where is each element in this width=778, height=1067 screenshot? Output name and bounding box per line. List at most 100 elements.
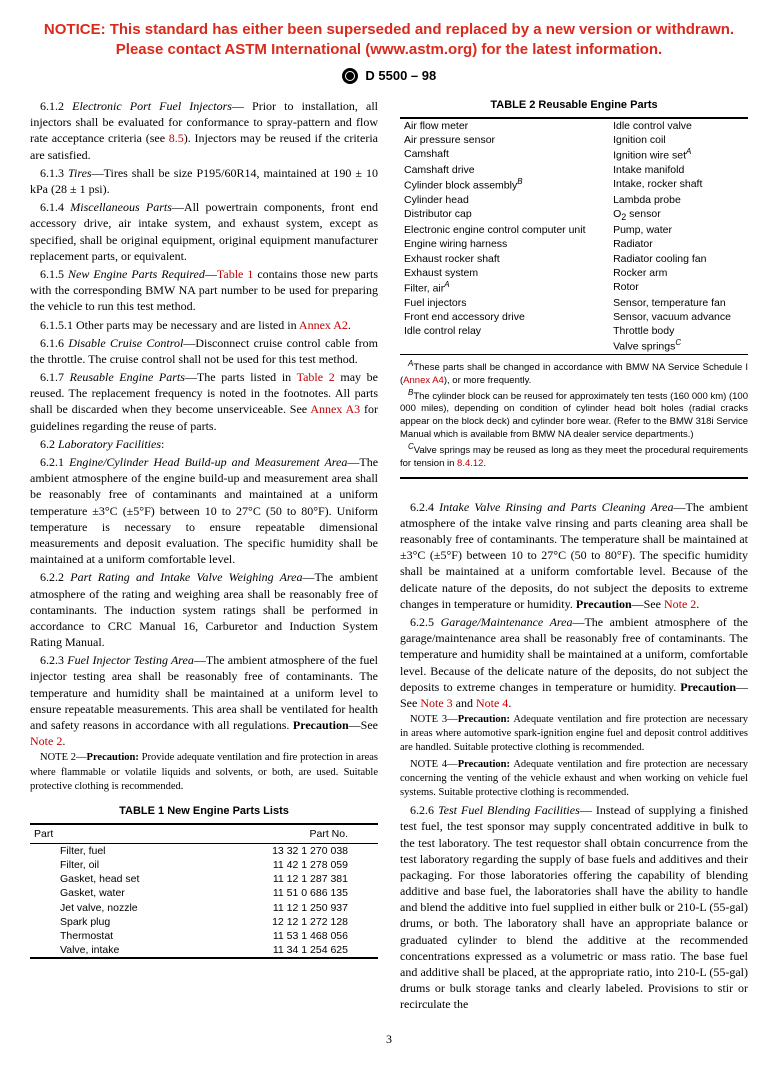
table-cell: Valve springsC xyxy=(609,338,748,354)
table-cell: 11 12 1 250 937 xyxy=(188,901,378,915)
document-header: D 5500 – 98 xyxy=(30,67,748,85)
table-cell: Rotor xyxy=(609,280,748,296)
table-cell: Air flow meter xyxy=(400,118,609,133)
table-cell: Engine wiring harness xyxy=(400,237,609,251)
para-6-2-6: 6.2.6 Test Fuel Blending Facilities— Ins… xyxy=(400,802,748,1012)
table-row: Cylinder block assemblyBIntake, rocker s… xyxy=(400,177,748,193)
table-cell: Rocker arm xyxy=(609,266,748,280)
xref-link[interactable]: Annex A2 xyxy=(299,318,348,332)
table-row: Cylinder headLambda probe xyxy=(400,193,748,207)
table-1-col-part: Part xyxy=(30,824,188,844)
table-1-col-partno: Part No. xyxy=(188,824,378,844)
text: and xyxy=(453,696,476,710)
table-row: Valve, intake11 34 1 254 625 xyxy=(30,943,378,958)
sect-num: 6.2.2 xyxy=(40,570,64,584)
note-title: Precaution: xyxy=(458,714,510,725)
table-cell: 11 34 1 254 625 xyxy=(188,943,378,958)
sect-num: 6.1.2 xyxy=(40,99,64,113)
para-6-2-4: 6.2.4 Intake Valve Rinsing and Parts Cle… xyxy=(400,499,748,612)
table-cell: 13 32 1 270 038 xyxy=(188,843,378,858)
table-row: Thermostat11 53 1 468 056 xyxy=(30,929,378,943)
astm-logo-icon xyxy=(342,68,358,84)
sect-title: Miscellaneous Parts xyxy=(70,200,172,214)
xref-link[interactable]: 8.5 xyxy=(169,131,184,145)
table-cell: Cylinder head xyxy=(400,193,609,207)
notice-banner: NOTICE: This standard has either been su… xyxy=(30,20,748,61)
table-cell: Sensor, temperature fan xyxy=(609,296,748,310)
sect-num: 6.2.4 xyxy=(410,500,434,514)
text: —The parts listed in xyxy=(185,370,297,384)
table-row: Electronic engine control computer unitP… xyxy=(400,223,748,237)
xref-link[interactable]: 8.4.12 xyxy=(457,458,483,469)
note-2: NOTE 2—Precaution: Provide adequate vent… xyxy=(30,751,378,794)
sect-title: Intake Valve Rinsing and Parts Cleaning … xyxy=(439,500,673,514)
xref-link[interactable]: Note 4 xyxy=(476,696,508,710)
table-row: Front end accessory driveSensor, vacuum … xyxy=(400,310,748,324)
sect-num: 6.2.6 xyxy=(410,803,434,817)
text: ), or more frequently. xyxy=(444,375,531,386)
table-cell: Fuel injectors xyxy=(400,296,609,310)
table-cell: Electronic engine control computer unit xyxy=(400,223,609,237)
para-6-2-2: 6.2.2 Part Rating and Intake Valve Weigh… xyxy=(30,569,378,650)
sect-title: Part Rating and Intake Valve Weighing Ar… xyxy=(70,570,302,584)
para-6-2-5: 6.2.5 Garage/Maintenance Area—The ambien… xyxy=(400,614,748,711)
table-cell xyxy=(400,338,609,354)
table-row: CamshaftIgnition wire setA xyxy=(400,147,748,163)
table-cell: Idle control relay xyxy=(400,324,609,338)
sect-num: 6.1.4 xyxy=(40,200,64,214)
precaution-label: Precaution xyxy=(680,680,736,694)
table-cell: Lambda probe xyxy=(609,193,748,207)
table-row: Valve springsC xyxy=(400,338,748,354)
xref-link[interactable]: Annex A4 xyxy=(403,375,444,386)
sect-title: Tires xyxy=(68,166,92,180)
sect-title: New Engine Parts Required xyxy=(68,267,205,281)
xref-link[interactable]: Note 2 xyxy=(30,734,62,748)
text: . xyxy=(508,696,511,710)
para-6-1-2: 6.1.2 Electronic Port Fuel Injectors— Pr… xyxy=(30,98,378,163)
table-row: Exhaust systemRocker arm xyxy=(400,266,748,280)
text: . xyxy=(483,458,486,469)
page-number: 3 xyxy=(30,1031,748,1047)
text: . xyxy=(696,597,699,611)
note-3: NOTE 3—Precaution: Adequate ventilation … xyxy=(400,713,748,756)
sect-title: Engine/Cylinder Head Build-up and Measur… xyxy=(69,455,347,469)
table-cell: 11 12 1 287 381 xyxy=(188,872,378,886)
sect-num: 6.1.3 xyxy=(40,166,64,180)
sect-num: 6.2.3 xyxy=(40,653,64,667)
main-content: 6.1.2 Electronic Port Fuel Injectors— Pr… xyxy=(30,98,748,1013)
note-title: Precaution: xyxy=(87,752,139,763)
notice-line2: Please contact ASTM International (www.a… xyxy=(116,41,662,58)
table-cell: Filter, fuel xyxy=(30,843,188,858)
xref-link[interactable]: Table 1 xyxy=(217,267,253,281)
sect-num: 6.1.7 xyxy=(40,370,64,384)
sect-title: Disable Cruise Control xyxy=(68,336,183,350)
table-row: Camshaft driveIntake manifold xyxy=(400,163,748,177)
table-cell: Front end accessory drive xyxy=(400,310,609,324)
xref-link[interactable]: Note 2 xyxy=(664,597,696,611)
text: . xyxy=(348,318,351,332)
table-2: Air flow meterIdle control valveAir pres… xyxy=(400,117,748,355)
sect-num: 6.1.5.1 xyxy=(40,318,73,332)
table-cell: Cylinder block assemblyB xyxy=(400,177,609,193)
text: Other parts may be necessary and are lis… xyxy=(73,318,299,332)
table-cell: Camshaft drive xyxy=(400,163,609,177)
table-cell: Thermostat xyxy=(30,929,188,943)
text: Valve springs may be reused as long as t… xyxy=(400,445,748,469)
note-label: NOTE 3— xyxy=(410,714,458,725)
table-1: Part Part No. Filter, fuel13 32 1 270 03… xyxy=(30,823,378,960)
xref-link[interactable]: Annex A3 xyxy=(310,402,360,416)
table-row: Fuel injectorsSensor, temperature fan xyxy=(400,296,748,310)
precaution-label: Precaution xyxy=(576,597,632,611)
note-title: Precaution: xyxy=(458,759,510,770)
xref-link[interactable]: Table 2 xyxy=(297,370,335,384)
footnote-a: AThese parts shall be changed in accorda… xyxy=(400,359,748,388)
table-cell: 11 42 1 278 059 xyxy=(188,858,378,872)
table-cell: Gasket, water xyxy=(30,886,188,900)
sect-title: Garage/Maintenance Area xyxy=(441,615,573,629)
table-row: Exhaust rocker shaftRadiator cooling fan xyxy=(400,252,748,266)
note-4: NOTE 4—Precaution: Adequate ventilation … xyxy=(400,758,748,801)
table-cell: Idle control valve xyxy=(609,118,748,133)
xref-link[interactable]: Note 3 xyxy=(420,696,452,710)
text: . xyxy=(62,734,65,748)
text: —See xyxy=(632,597,664,611)
